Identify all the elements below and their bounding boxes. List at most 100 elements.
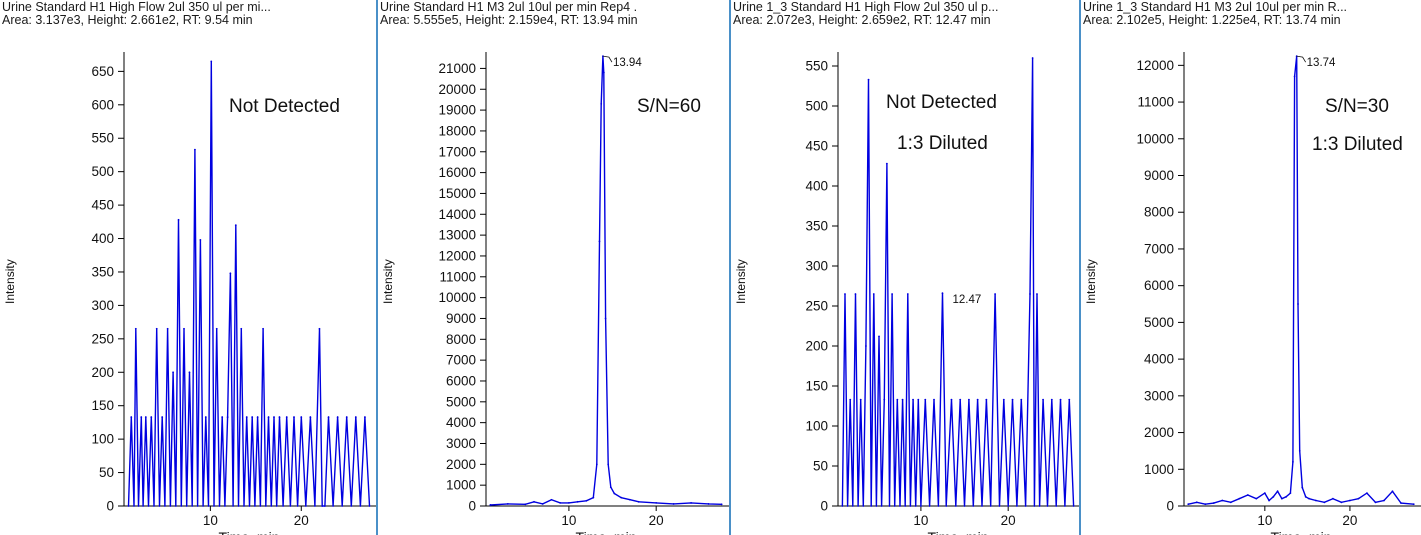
- data-point: [1340, 501, 1343, 504]
- data-point: [912, 398, 914, 401]
- y-tick-label: 5000: [446, 394, 476, 409]
- data-point: [327, 416, 330, 418]
- data-point: [1036, 293, 1038, 295]
- y-tick-label: 4000: [1144, 352, 1174, 367]
- data-point: [267, 416, 270, 418]
- y-tick-label: 18000: [438, 123, 476, 138]
- data-point: [237, 505, 240, 507]
- data-point: [1366, 492, 1368, 495]
- y-tick-label: 50: [813, 459, 828, 474]
- y-tick-label: 21000: [438, 61, 476, 76]
- y-tick-label: 250: [805, 299, 828, 314]
- data-point: [321, 505, 324, 507]
- panel-title: Urine Standard H1 High Flow 2ul 350 ul p…: [2, 1, 271, 14]
- data-point: [350, 505, 353, 507]
- data-point: [1292, 461, 1294, 463]
- data-point: [226, 416, 229, 418]
- y-tick-label: 450: [805, 139, 828, 154]
- data-point: [364, 416, 366, 418]
- y-axis-label: Intensity: [734, 259, 748, 304]
- y-tick-label: 11000: [439, 269, 476, 284]
- data-point: [202, 505, 204, 507]
- data-point: [140, 416, 143, 418]
- x-tick-label: 10: [1257, 513, 1272, 528]
- x-axis-label: Time, min: [928, 529, 989, 535]
- data-point: [906, 293, 909, 295]
- peak-label: 13.94: [613, 57, 642, 69]
- data-point: [909, 505, 912, 507]
- data-point: [963, 505, 966, 507]
- data-point: [959, 398, 962, 401]
- y-tick-label: 3000: [1144, 388, 1174, 403]
- data-point: [878, 335, 880, 338]
- data-point: [598, 240, 601, 243]
- y-tick-label: 12000: [438, 248, 476, 263]
- series-line: [127, 61, 371, 507]
- data-point: [550, 498, 553, 501]
- data-point: [1195, 501, 1198, 504]
- data-point: [1272, 495, 1275, 498]
- data-point: [870, 505, 873, 507]
- data-point: [134, 327, 137, 330]
- data-point: [1029, 293, 1031, 295]
- y-tick-label: 2000: [1144, 425, 1174, 440]
- y-tick-label: 8000: [446, 332, 476, 347]
- data-point: [199, 238, 202, 241]
- data-point: [1033, 505, 1036, 507]
- data-point: [891, 293, 894, 295]
- data-point: [1412, 503, 1415, 506]
- data-point: [637, 500, 640, 503]
- data-point: [568, 501, 570, 504]
- y-tick-label: 100: [805, 419, 828, 434]
- y-tick-label: 13000: [438, 228, 476, 243]
- data-point: [354, 416, 357, 418]
- annotation-not-detected: Not Detected: [886, 92, 997, 113]
- data-point: [296, 505, 299, 507]
- data-point: [885, 162, 888, 165]
- data-point: [872, 293, 875, 295]
- data-point: [1072, 505, 1075, 507]
- data-point: [270, 505, 273, 507]
- data-point: [259, 505, 262, 507]
- annotation-signal-to-noise: S/N=30: [1325, 96, 1389, 117]
- data-point: [559, 501, 562, 504]
- data-point: [846, 505, 849, 507]
- data-point: [153, 505, 155, 507]
- data-point: [933, 398, 935, 401]
- data-point: [849, 398, 852, 401]
- y-tick-label: 7000: [1144, 241, 1174, 256]
- y-axis-label: Intensity: [1084, 259, 1098, 304]
- data-point: [620, 496, 623, 499]
- data-point: [976, 398, 979, 401]
- data-point: [865, 345, 867, 347]
- data-point: [854, 293, 857, 295]
- series-line: [490, 56, 722, 506]
- data-point: [161, 416, 164, 418]
- data-point: [1268, 499, 1270, 502]
- data-point: [994, 293, 996, 295]
- data-point: [1349, 499, 1351, 502]
- data-point: [576, 500, 579, 503]
- data-point: [875, 505, 878, 507]
- data-point: [1068, 398, 1071, 401]
- panel-title: Urine 1_3 Standard H1 High Flow 2ul 350 …: [733, 1, 999, 14]
- y-tick-label: 0: [106, 499, 114, 514]
- data-point: [1246, 494, 1249, 496]
- y-tick-label: 14000: [438, 207, 476, 222]
- data-point: [185, 505, 188, 507]
- panel-subtitle: Area: 2.102e5, Height: 1.225e4, RT: 13.7…: [1083, 14, 1341, 27]
- y-tick-label: 600: [91, 97, 114, 112]
- y-tick-label: 450: [91, 198, 114, 213]
- chart-svg: Intensity 0 50 100 150 200 250 300 350 400 450 500 5…: [3, 52, 377, 535]
- y-tick-label: 20000: [438, 82, 476, 97]
- data-point: [655, 501, 658, 504]
- data-point: [158, 505, 161, 507]
- y-axis-label: Intensity: [3, 259, 17, 304]
- data-point: [282, 505, 284, 507]
- data-point: [196, 505, 199, 507]
- data-point: [924, 398, 927, 401]
- data-point: [707, 503, 710, 505]
- panel-title: Urine Standard H1 M3 2ul 10ul per min Re…: [380, 1, 638, 14]
- data-point: [256, 416, 259, 418]
- annotation-signal-to-noise: S/N=60: [637, 96, 701, 117]
